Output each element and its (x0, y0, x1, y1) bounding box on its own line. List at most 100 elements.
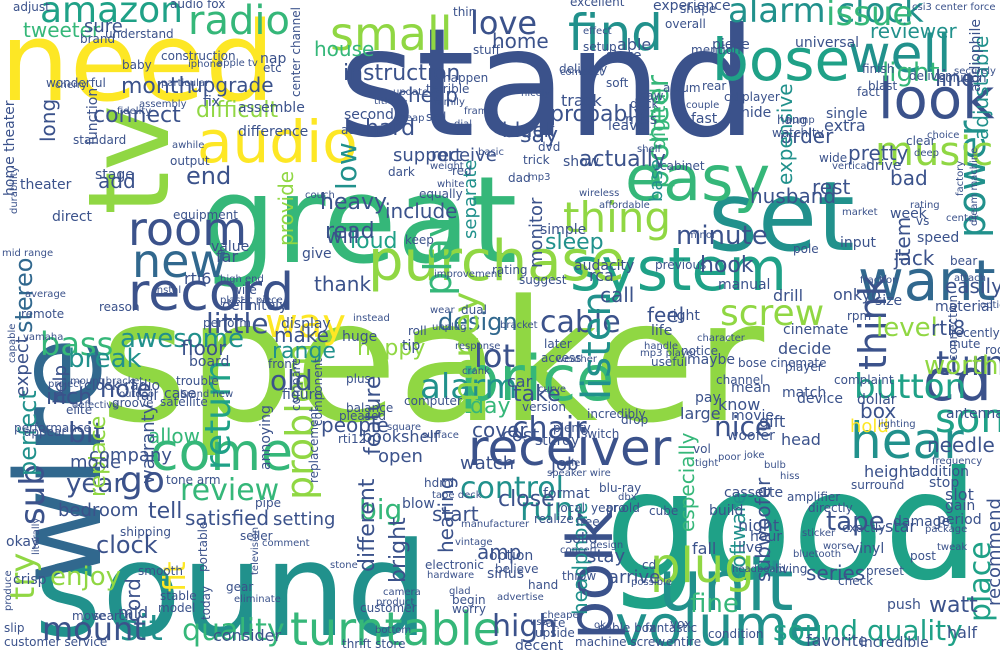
word-bose-cinemate: bose cinemate (738, 356, 826, 370)
word-literally: literally (31, 518, 42, 555)
word-enjoy: enjoy (50, 562, 121, 592)
word-affordable: affordable (599, 200, 650, 211)
word-stereo: stereo (10, 258, 38, 333)
word-suggest: suggest (519, 273, 567, 287)
word-plus: plus (346, 372, 371, 386)
word-star: star (885, 517, 916, 536)
word-subwoofer: subwoofer (751, 477, 775, 582)
word-design: design (438, 308, 518, 336)
word-bad: bad (890, 166, 928, 190)
word-record: record (128, 263, 294, 323)
word-month: month (121, 74, 192, 99)
word-vox: vox (670, 617, 691, 631)
word-free: free (576, 515, 600, 529)
word-feel: feel (647, 303, 684, 327)
word-sirius: sirius (487, 566, 524, 582)
word-consider: consider (213, 626, 282, 645)
word-groove: groove (112, 396, 153, 410)
word-wide: wide (819, 151, 847, 165)
word-assembly: assembly (139, 99, 187, 110)
word-incredible: incredible (860, 635, 929, 650)
word-right: right (667, 308, 700, 324)
word-durability: durability (9, 166, 20, 214)
word-customer: customer (360, 601, 417, 615)
word-hold: hold (850, 416, 889, 437)
word-little: little (206, 307, 269, 340)
word-bit: bit (68, 416, 105, 449)
word-white: white (437, 179, 464, 190)
word-mention: mention (691, 43, 741, 57)
word-bump: bump (786, 115, 815, 126)
word-recommend: recommend (984, 498, 1000, 606)
word-black: black (502, 118, 556, 142)
word-couple: couple (686, 100, 719, 111)
word-product: product (376, 597, 415, 608)
word-height: height (864, 462, 915, 481)
word-universal: universal (795, 35, 859, 51)
word-fix: fix (203, 94, 220, 110)
word-clear: clear (906, 134, 936, 148)
word-condition: condition (708, 627, 763, 641)
word-call: call (600, 283, 634, 307)
word-difficult: difficult (196, 98, 278, 123)
word-simple: simple (540, 222, 586, 238)
word-overall: overall (665, 17, 706, 31)
word-joke: joke (743, 450, 764, 461)
word-polk: polk (554, 509, 627, 640)
word-button: button (854, 367, 966, 407)
word-long: long (36, 99, 60, 142)
word-brand-new: brand new (180, 389, 233, 400)
word-comment: comment (262, 538, 310, 549)
word-character: character (697, 333, 746, 344)
word-blu-ray: blu-ray (599, 481, 641, 495)
word-home-theater: home theater (2, 100, 18, 196)
word-wonderful: wonderful (46, 76, 106, 90)
word-access: access (541, 351, 581, 365)
word-deep: deep (914, 148, 939, 159)
word-plug: plug (650, 538, 755, 594)
word-week: week (890, 206, 928, 222)
word-nicely: nicely (521, 88, 551, 99)
word-satellite: satellite (160, 395, 208, 409)
word-drop: drop (621, 413, 648, 427)
word-reviewer: reviewer (870, 19, 957, 43)
word-slot: slot (945, 485, 974, 504)
word-job: job (550, 454, 578, 475)
word-smooth: smooth (138, 564, 183, 578)
word-need: need (0, 0, 275, 126)
word-portable: portable (196, 522, 210, 572)
word-half: half (947, 623, 977, 642)
word-produce: produce (3, 570, 14, 611)
word-push: push (887, 597, 921, 613)
word-replace: replace (86, 416, 111, 497)
word-set: set (708, 161, 855, 273)
word-husband: husband (750, 184, 836, 208)
word-performance: performance (14, 421, 91, 435)
word-box: box (860, 399, 896, 423)
word-speaker-wire: speaker wire (547, 468, 611, 479)
word-cassette: cassette (724, 485, 783, 501)
word-new: new (132, 234, 227, 288)
word-chair: chair (512, 411, 587, 446)
word-keep: keep (405, 233, 434, 247)
word-experience: experience (653, 0, 731, 14)
word-thrift-store: thrift store (342, 637, 405, 650)
word-needle: needle (927, 433, 995, 457)
word-fit: fit (158, 561, 193, 592)
word-speed: speed (917, 230, 959, 246)
word-hardware: hardware (427, 570, 474, 581)
word-expensive: expensive (773, 83, 797, 185)
word-worse: worse (823, 541, 853, 552)
word-understand: understand (105, 27, 174, 41)
word-vintage: vintage (455, 537, 493, 548)
word-gift: gift (759, 412, 785, 431)
word-go: go (120, 460, 165, 501)
word-csi3-center-force: csi3 center force (912, 2, 996, 13)
word-couch: couch (305, 190, 335, 201)
word-item: item (891, 217, 915, 262)
word-come: come (150, 423, 293, 483)
word-alarm: alarm (420, 367, 518, 407)
word-glad: glad (449, 586, 471, 597)
word-watch-tv: watch tv (772, 126, 824, 140)
word-speaker: speaker (100, 264, 765, 460)
